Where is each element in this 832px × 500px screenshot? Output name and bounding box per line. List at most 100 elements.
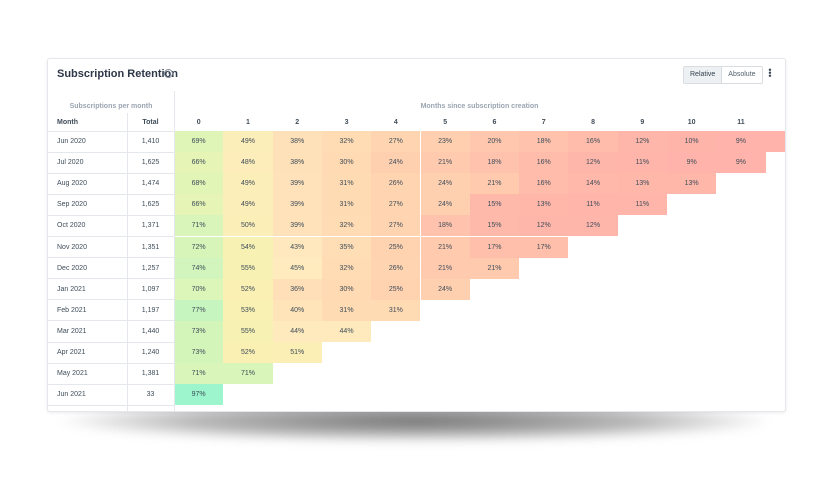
retention-cell: 48% [223,152,273,174]
retention-cell: 73% [174,342,224,364]
month-index-header: 12 [766,113,785,131]
kebab-menu-icon[interactable]: • • • [768,65,772,81]
retention-cell: 24% [420,173,470,195]
month-index-header: 0 [196,118,201,126]
retention-cell: 55% [223,257,273,279]
retention-cell: 50% [223,215,273,237]
cohort-total: 1,474 [141,180,160,188]
retention-cell: 32% [321,257,372,279]
cohort-month-label: Sep 2020 [57,201,87,209]
grid-horizontal-divider [48,214,174,216]
retention-cell: 16% [519,173,569,195]
retention-cell: 49% [223,194,273,216]
cohort-month-label: Aug 2020 [57,180,87,188]
month-index-header: 9 [640,118,645,126]
retention-cell: 30% [321,278,372,300]
retention-cell: 17% [469,236,520,258]
retention-cell: 97% [174,384,224,406]
grid-horizontal-divider [48,257,174,259]
card-title: Subscription Retention [57,68,178,80]
retention-grid: Subscriptions per month Months since subs… [48,91,785,411]
grid-horizontal-divider [48,151,174,153]
retention-cell: 27% [371,131,421,153]
retention-cell: 27% [371,215,421,237]
retention-cell: 45% [272,257,322,279]
retention-cell: 9% [716,131,766,153]
retention-cell: 11% [617,152,667,174]
retention-cell: 66% [174,152,224,174]
retention-cell: 11% [568,194,618,216]
retention-cell: 30% [321,152,372,174]
retention-cell: 24% [420,278,470,300]
retention-cell: 52% [223,342,273,364]
retention-cell: 32% [321,215,372,237]
grid-horizontal-divider [48,320,174,322]
retention-cell: 10% [667,131,717,153]
cohort-total: 1,240 [141,349,160,357]
month-index-header: 1 [245,118,250,126]
absolute-toggle-button[interactable]: Absolute [728,71,756,78]
retention-cell: 39% [272,173,322,195]
retention-cell: 21% [420,257,470,279]
retention-cell: 32% [321,131,372,153]
info-icon[interactable]: i [164,69,173,78]
retention-cell: 16% [568,131,618,153]
cohort-month-label: Apr 2021 [57,349,86,357]
retention-cell: 66% [174,194,224,216]
grid-horizontal-divider [48,362,174,364]
retention-cell: 38% [272,152,322,174]
retention-cell: 15% [469,194,520,216]
month-index-header: 11 [737,118,745,126]
retention-cell: 9% [716,152,766,174]
retention-cell: 20% [469,131,520,153]
retention-cell: 39% [272,194,322,216]
retention-cell: 38% [272,131,322,153]
retention-cell: 25% [371,278,421,300]
month-index-header: 4 [393,118,398,126]
retention-cell: 74% [174,257,224,279]
cohort-total: 1,097 [141,285,160,293]
retention-cell: 9% [667,152,717,174]
grid-horizontal-divider [48,130,174,132]
retention-cell: 35% [321,236,372,258]
retention-cell: 70% [174,278,224,300]
grid-vertical-divider [127,113,128,411]
retention-cell: 25% [371,236,421,258]
retention-cell: 69% [174,131,224,153]
relative-toggle-button[interactable]: Relative [684,67,723,83]
cohort-total: 33 [146,391,155,399]
retention-cell: 17% [519,236,569,258]
relative-absolute-toggle[interactable]: Relative Absolute [683,66,763,84]
cohort-month-label: Oct 2020 [57,222,86,230]
retention-cell: 15% [469,215,520,237]
cohort-month-label: Jan 2021 [57,285,86,293]
retention-card: Subscription Retention i Relative Absolu… [47,58,786,412]
retention-cell: 31% [321,173,372,195]
left-group-header: Subscriptions per month [69,102,153,110]
retention-cell: 40% [272,299,322,321]
cohort-month-label: Jul 2020 [57,159,84,167]
cohort-month-label: Feb 2021 [57,306,87,314]
retention-cell: 12% [617,131,667,153]
retention-cell: 26% [371,173,421,195]
retention-cell: 36% [272,278,322,300]
retention-cell: 54% [223,236,273,258]
retention-cell: 18% [469,152,520,174]
cohort-total: 1,371 [141,222,160,230]
retention-cell: 53% [223,299,273,321]
retention-cell: 43% [272,236,322,258]
grid-horizontal-divider [48,278,174,280]
retention-cell: 9% [765,131,785,153]
cohort-total: 1,381 [141,370,160,378]
card-header: Subscription Retention i Relative Absolu… [48,59,785,91]
cohort-total: 1,351 [141,243,160,251]
grid-horizontal-divider [48,193,174,195]
retention-cell: 27% [371,194,421,216]
cohort-total: 1,625 [141,201,160,209]
month-index-header: 5 [443,118,448,126]
retention-cell: 18% [420,215,470,237]
grid-vertical-divider [174,91,175,411]
retention-cell: 23% [420,131,470,153]
retention-cell: 21% [469,173,520,195]
grid-horizontal-divider [48,404,174,406]
